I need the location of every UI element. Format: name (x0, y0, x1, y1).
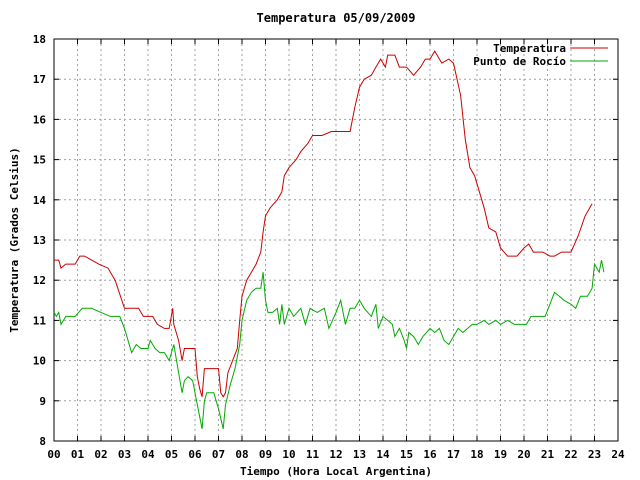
x-tick-label: 07 (212, 448, 225, 461)
x-tick-label: 18 (470, 448, 483, 461)
x-tick-label: 08 (235, 448, 248, 461)
x-tick-label: 14 (376, 448, 390, 461)
x-tick-label: 12 (329, 448, 342, 461)
x-tick-label: 11 (306, 448, 320, 461)
y-tick-label: 9 (39, 395, 46, 408)
x-tick-label: 21 (541, 448, 555, 461)
y-tick-label: 14 (33, 194, 47, 207)
x-tick-label: 01 (71, 448, 85, 461)
chart-title: Temperatura 05/09/2009 (257, 11, 416, 25)
series-lines (53, 50, 605, 430)
x-tick-label: 09 (259, 448, 272, 461)
y-tick-label: 11 (33, 314, 47, 327)
x-tick-label: 03 (118, 448, 131, 461)
y-axis-label: Temperatura (Grados Celsius) (8, 147, 21, 332)
y-tick-label: 13 (33, 234, 46, 247)
x-tick-label: 20 (517, 448, 530, 461)
grid (54, 39, 618, 441)
x-tick-label: 10 (282, 448, 295, 461)
y-tick-label: 10 (33, 355, 46, 368)
legend: Temperatura Punto de Rocío (473, 42, 608, 68)
y-tick-label: 8 (39, 435, 46, 448)
legend-label-punto-de-rocio: Punto de Rocío (473, 55, 566, 68)
x-tick-label: 15 (400, 448, 413, 461)
series-line-punto-de-rocio (53, 260, 605, 430)
x-axis-label: Tiempo (Hora Local Argentina) (240, 465, 432, 478)
y-tick-label: 12 (33, 274, 46, 287)
x-tick-label: 06 (188, 448, 202, 461)
x-tick-label: 02 (94, 448, 107, 461)
x-tick-label: 23 (588, 448, 601, 461)
x-tick-label: 19 (494, 448, 507, 461)
legend-label-temperatura: Temperatura (493, 42, 566, 55)
y-tick-label: 17 (33, 73, 46, 86)
axis-ticks (53, 38, 619, 442)
x-tick-label: 17 (447, 448, 460, 461)
x-tick-label: 13 (353, 448, 366, 461)
y-tick-label: 15 (33, 154, 46, 167)
series-line-temperatura (54, 50, 593, 398)
y-tick-labels: 8 9 10 11 12 13 14 15 16 17 18 (33, 33, 47, 448)
x-tick-label: 24 (611, 448, 625, 461)
y-tick-label: 16 (33, 113, 47, 126)
x-tick-label: 05 (165, 448, 178, 461)
x-tick-label: 16 (423, 448, 437, 461)
x-tick-label: 00 (47, 448, 60, 461)
x-tick-label: 22 (564, 448, 577, 461)
x-tick-label: 04 (141, 448, 155, 461)
x-tick-labels: 00 01 02 03 04 05 06 07 08 09 10 11 12 13 14 15 16 17 18 19… (47, 448, 625, 461)
y-tick-label: 18 (33, 33, 46, 46)
